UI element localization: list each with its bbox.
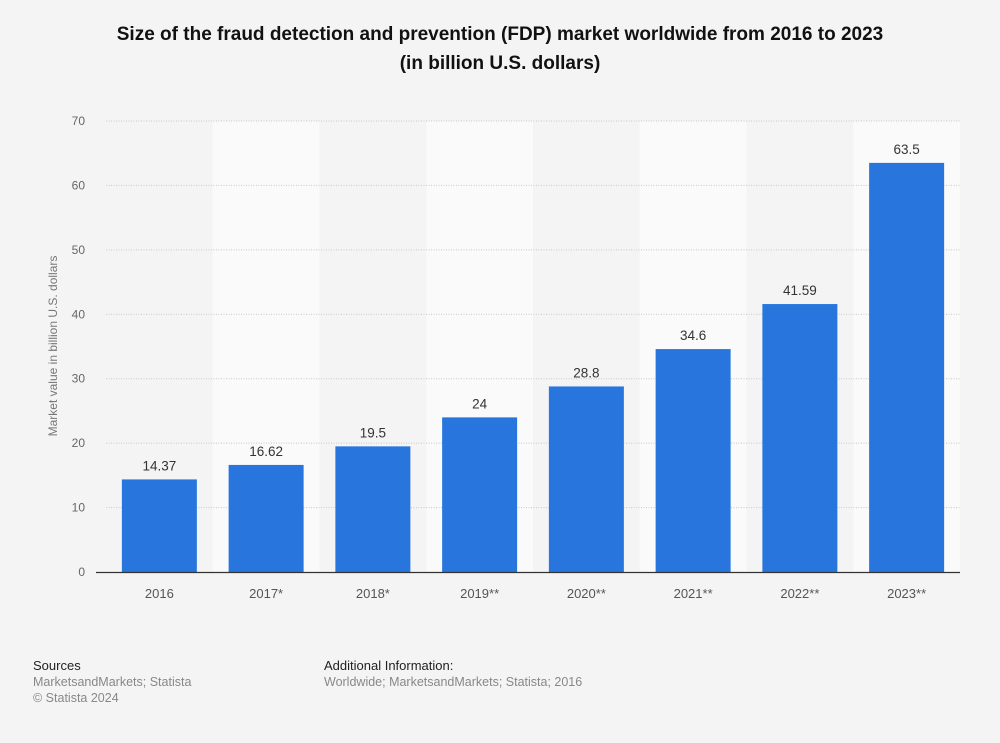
y-tick-label: 40 xyxy=(72,307,86,321)
bar[interactable] xyxy=(655,349,731,572)
sources-block: Sources MarketsandMarkets; Statista © St… xyxy=(33,658,191,706)
sources-text[interactable]: MarketsandMarkets; Statista xyxy=(33,675,192,689)
y-tick-label: 60 xyxy=(72,178,86,192)
bar[interactable] xyxy=(335,446,411,572)
bar[interactable] xyxy=(869,162,945,572)
data-label: 14.37 xyxy=(142,458,176,473)
x-tick-label: 2019** xyxy=(460,586,499,601)
y-tick-label: 20 xyxy=(72,436,86,450)
chart-subtitle: (in billion U.S. dollars) xyxy=(399,53,601,74)
y-tick-label: 10 xyxy=(72,501,86,515)
data-label: 41.59 xyxy=(783,283,817,298)
additional-info-block: Additional Information: Worldwide; Marke… xyxy=(324,658,582,690)
x-tick-label: 2017* xyxy=(249,586,283,601)
y-tick-label: 70 xyxy=(72,114,86,128)
data-label: 24 xyxy=(472,396,488,411)
y-tick-label: 0 xyxy=(78,565,85,579)
x-tick-label: 2016 xyxy=(145,586,174,601)
y-tick-label: 50 xyxy=(72,243,86,257)
bar[interactable] xyxy=(121,479,197,572)
chart-title: Size of the fraud detection and preventi… xyxy=(0,20,1000,78)
data-label: 34.6 xyxy=(680,328,706,343)
y-axis-label: Market value in billion U.S. dollars xyxy=(46,256,60,437)
x-tick-label: 2021** xyxy=(674,586,713,601)
data-label: 63.5 xyxy=(893,142,919,157)
bar[interactable] xyxy=(228,464,304,572)
chart-title-main: Size of the fraud detection and preventi… xyxy=(116,24,884,45)
y-tick-label: 30 xyxy=(72,372,86,386)
data-label: 28.8 xyxy=(573,365,599,380)
bar[interactable] xyxy=(548,386,624,572)
bar[interactable] xyxy=(442,417,518,572)
x-tick-label: 2018* xyxy=(356,586,390,601)
additional-info-text: Worldwide; MarketsandMarkets; Statista; … xyxy=(324,675,583,689)
additional-info-heading: Additional Information: xyxy=(324,658,454,673)
x-tick-label: 2020** xyxy=(567,586,606,601)
x-tick-label: 2023** xyxy=(887,586,926,601)
data-label: 16.62 xyxy=(249,444,283,459)
x-tick-label: 2022** xyxy=(780,586,819,601)
data-label: 19.5 xyxy=(360,425,386,440)
copyright: © Statista 2024 xyxy=(33,691,119,705)
bar[interactable] xyxy=(762,304,838,572)
sources-heading: Sources xyxy=(33,658,81,673)
